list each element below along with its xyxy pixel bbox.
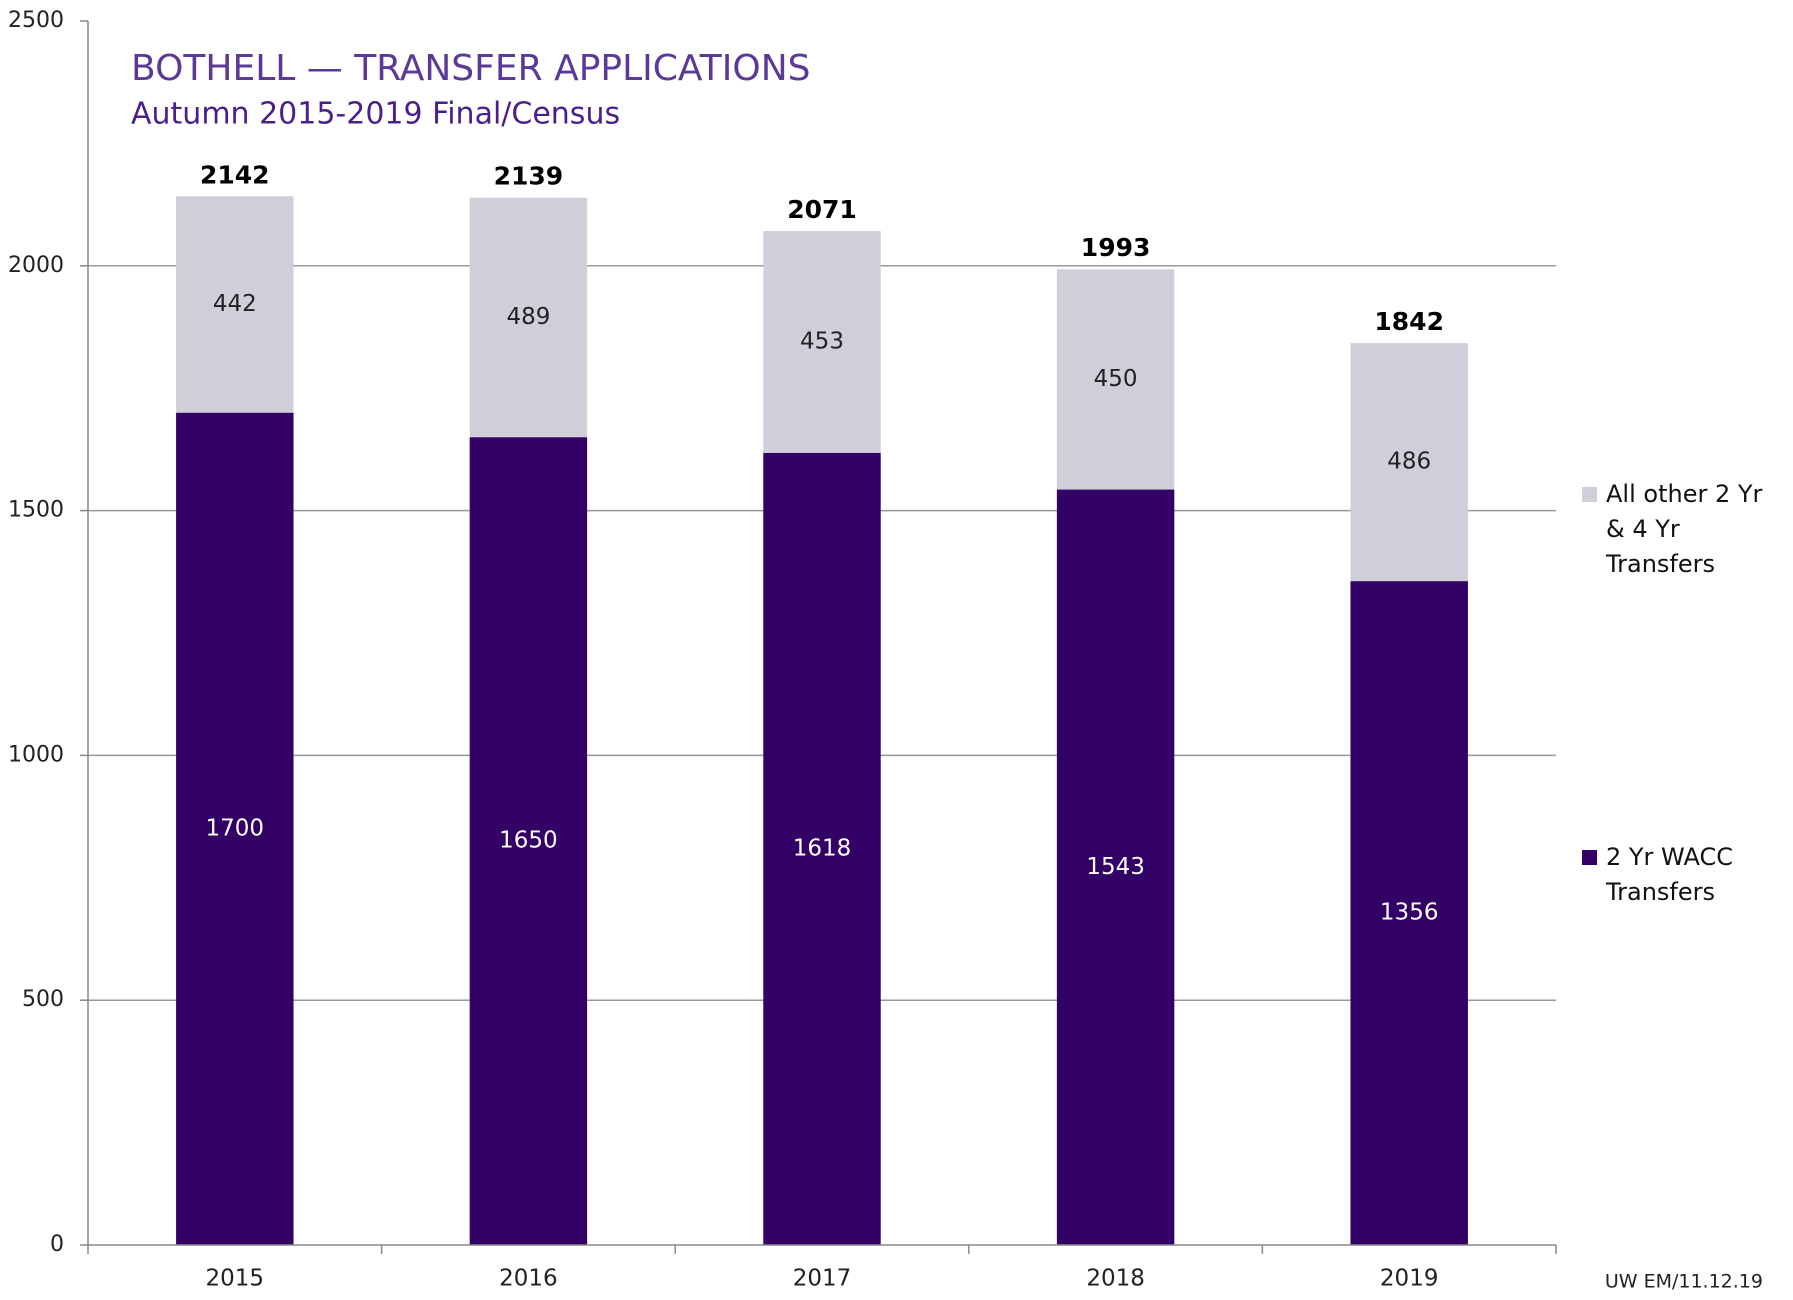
bar-segment [176, 196, 294, 413]
total-label: 2139 [494, 162, 564, 191]
bar-segment [1056, 269, 1175, 490]
x-tick-label: 2018 [1086, 1266, 1145, 1292]
x-tick-label: 2016 [499, 1266, 558, 1292]
bar-segment [176, 412, 294, 1245]
bar-segment [763, 231, 881, 453]
legend-label: All other 2 Yr & 4 Yr Transfers [1606, 480, 1763, 578]
bar-segment [1056, 489, 1175, 1245]
bar-segment [469, 197, 588, 438]
y-tick-label: 0 [50, 1232, 64, 1257]
data-label: 450 [1094, 366, 1138, 392]
x-tick-label: 2015 [206, 1266, 265, 1292]
data-label: 1356 [1380, 900, 1439, 926]
y-tick-label: 1000 [8, 742, 64, 767]
footnote: UW EM/11.12.19 [1605, 1271, 1763, 1293]
bar-segment [469, 437, 588, 1245]
total-label: 1842 [1374, 307, 1444, 336]
data-label: 1650 [499, 828, 558, 854]
bar-segment [763, 452, 881, 1245]
legend-swatch [1582, 850, 1597, 865]
x-tick-label: 2017 [793, 1266, 852, 1292]
legend-swatch [1582, 487, 1597, 502]
y-tick-label: 500 [22, 987, 64, 1012]
data-label: 442 [213, 291, 257, 317]
chart-title: BOTHELL — TRANSFER APPLICATIONS [131, 48, 810, 89]
data-label: 1618 [793, 835, 852, 861]
bar-segment [1350, 343, 1468, 582]
data-label: 1543 [1086, 854, 1145, 880]
total-label: 2071 [787, 195, 857, 224]
data-label: 486 [1387, 449, 1431, 475]
data-label: 489 [506, 304, 550, 330]
total-label: 1993 [1081, 233, 1151, 262]
data-label: 453 [800, 328, 844, 354]
legend-item: All other 2 Yr & 4 Yr Transfers [1582, 477, 1787, 582]
data-label: 1700 [206, 815, 265, 841]
y-tick-label: 1500 [8, 498, 64, 523]
legend-label: 2 Yr WACC Transfers [1606, 843, 1733, 906]
y-tick-label: 2500 [8, 8, 64, 33]
total-label: 2142 [200, 160, 270, 189]
legend-item: 2 Yr WACC Transfers [1582, 840, 1787, 910]
y-tick-label: 2000 [8, 253, 64, 278]
bar-segment [1350, 581, 1468, 1245]
chart-subtitle: Autumn 2015-2019 Final/Census [131, 97, 620, 132]
x-tick-label: 2019 [1380, 1266, 1439, 1292]
